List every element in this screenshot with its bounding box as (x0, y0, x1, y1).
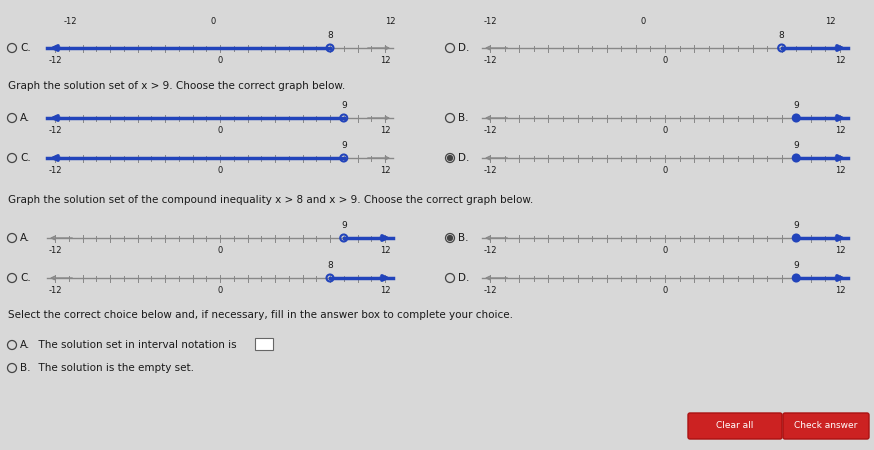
Text: 12: 12 (835, 56, 845, 65)
Text: Check answer: Check answer (794, 422, 857, 431)
Text: 12: 12 (379, 166, 391, 175)
Text: -12: -12 (483, 286, 496, 295)
Text: 8: 8 (779, 31, 785, 40)
Text: A.: A. (20, 340, 31, 350)
Text: A.: A. (20, 113, 31, 123)
Text: 12: 12 (835, 126, 845, 135)
Text: -12: -12 (48, 166, 62, 175)
Text: -12: -12 (63, 18, 77, 27)
Text: 9: 9 (341, 221, 347, 230)
FancyBboxPatch shape (783, 413, 869, 439)
Text: 8: 8 (327, 31, 333, 40)
Text: 12: 12 (835, 286, 845, 295)
Text: 12: 12 (379, 56, 391, 65)
Circle shape (793, 234, 800, 242)
Text: 12: 12 (825, 18, 836, 27)
Text: B.: B. (20, 363, 31, 373)
Text: 0: 0 (218, 246, 223, 255)
Text: 0: 0 (218, 166, 223, 175)
Circle shape (793, 274, 800, 282)
Text: Select the correct choice below and, if necessary, fill in the answer box to com: Select the correct choice below and, if … (8, 310, 513, 320)
Text: 0: 0 (662, 166, 668, 175)
Text: C.: C. (20, 43, 31, 53)
Text: C.: C. (20, 273, 31, 283)
Text: A.: A. (20, 233, 31, 243)
Text: -12: -12 (48, 126, 62, 135)
Text: 0: 0 (641, 18, 646, 27)
Text: 8: 8 (327, 261, 333, 270)
Text: 0: 0 (218, 286, 223, 295)
Text: 12: 12 (379, 246, 391, 255)
Text: 0: 0 (662, 246, 668, 255)
Circle shape (447, 156, 453, 161)
Text: Graph the solution set of the compound inequality x > 8 and x > 9. Choose the co: Graph the solution set of the compound i… (8, 195, 533, 205)
Circle shape (447, 235, 453, 240)
Text: Clear all: Clear all (717, 422, 753, 431)
Circle shape (793, 114, 800, 122)
Bar (255, 338, 273, 350)
Text: -12: -12 (483, 166, 496, 175)
Text: C.: C. (20, 153, 31, 163)
Text: -12: -12 (48, 246, 62, 255)
Text: -12: -12 (483, 56, 496, 65)
Text: 9: 9 (794, 101, 799, 110)
Text: 9: 9 (794, 141, 799, 150)
Text: 0: 0 (218, 56, 223, 65)
Circle shape (793, 154, 800, 162)
Text: 9: 9 (794, 261, 799, 270)
Text: 12: 12 (385, 18, 395, 27)
Text: 9: 9 (794, 221, 799, 230)
Text: 9: 9 (341, 141, 347, 150)
Text: 12: 12 (379, 286, 391, 295)
Text: Graph the solution set of x > 9. Choose the correct graph below.: Graph the solution set of x > 9. Choose … (8, 81, 345, 91)
Text: 0: 0 (662, 126, 668, 135)
Text: 0: 0 (211, 18, 216, 27)
Text: 12: 12 (835, 246, 845, 255)
Text: D.: D. (458, 273, 469, 283)
Text: 0: 0 (662, 56, 668, 65)
Text: D.: D. (458, 153, 469, 163)
Text: B.: B. (458, 233, 468, 243)
Text: 0: 0 (662, 286, 668, 295)
FancyBboxPatch shape (688, 413, 782, 439)
Text: -12: -12 (48, 56, 62, 65)
Text: D.: D. (458, 43, 469, 53)
Text: The solution set in interval notation is: The solution set in interval notation is (32, 340, 237, 350)
Text: -12: -12 (483, 246, 496, 255)
Text: 12: 12 (379, 126, 391, 135)
Text: 0: 0 (218, 126, 223, 135)
Text: -12: -12 (483, 126, 496, 135)
Text: 12: 12 (835, 166, 845, 175)
Text: The solution is the empty set.: The solution is the empty set. (32, 363, 194, 373)
Text: 9: 9 (341, 101, 347, 110)
Text: -12: -12 (483, 18, 496, 27)
Text: -12: -12 (48, 286, 62, 295)
Text: B.: B. (458, 113, 468, 123)
